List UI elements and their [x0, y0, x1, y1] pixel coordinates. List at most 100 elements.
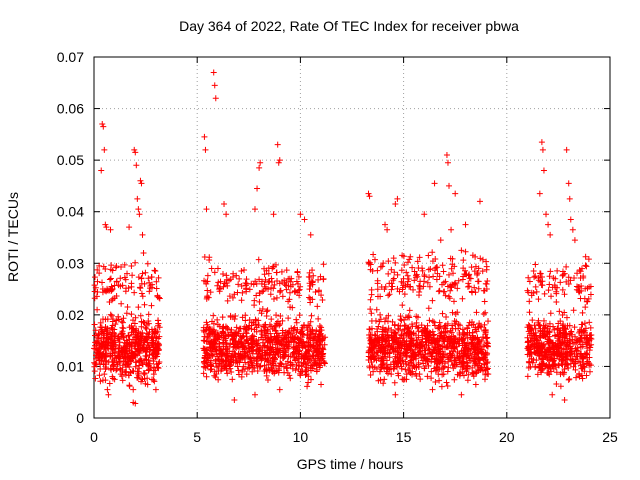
- data-point: [117, 275, 124, 282]
- data-point: [465, 371, 472, 378]
- data-point: [212, 374, 219, 381]
- data-point: [115, 345, 122, 352]
- data-point: [109, 285, 116, 292]
- data-point: [111, 376, 118, 383]
- data-point: [368, 359, 375, 366]
- data-point: [302, 352, 309, 359]
- data-point: [440, 371, 447, 378]
- data-point: [478, 338, 485, 345]
- data-point: [560, 321, 567, 328]
- data-point: [474, 278, 481, 285]
- data-point: [446, 295, 453, 302]
- data-point: [571, 237, 578, 244]
- data-point: [440, 288, 447, 295]
- data-point: [471, 268, 478, 275]
- data-point: [397, 352, 404, 359]
- data-point: [412, 355, 419, 362]
- data-point: [255, 336, 262, 343]
- data-point: [233, 357, 240, 364]
- data-point: [433, 276, 440, 283]
- data-point: [242, 326, 249, 333]
- data-point: [256, 276, 263, 283]
- data-point: [444, 283, 451, 290]
- data-point: [365, 349, 372, 356]
- data-point: [249, 332, 256, 339]
- data-point: [554, 325, 561, 332]
- data-point: [397, 313, 404, 320]
- data-point: [452, 190, 459, 197]
- data-point: [201, 328, 208, 335]
- data-point: [476, 198, 483, 205]
- data-point: [115, 313, 122, 320]
- data-point: [317, 327, 324, 334]
- data-point: [99, 121, 106, 128]
- data-point: [430, 273, 437, 280]
- data-point: [462, 221, 469, 228]
- data-point: [436, 377, 443, 384]
- data-point: [534, 339, 541, 346]
- data-point: [253, 292, 260, 299]
- data-point: [238, 283, 245, 290]
- data-point: [145, 317, 152, 324]
- data-point: [367, 306, 374, 313]
- data-point: [549, 340, 556, 347]
- data-point: [220, 283, 227, 290]
- data-point: [102, 377, 109, 384]
- data-point: [465, 280, 472, 287]
- data-point: [144, 345, 151, 352]
- data-point: [569, 226, 576, 233]
- data-point: [92, 375, 99, 382]
- data-point: [579, 375, 586, 382]
- data-point: [108, 262, 115, 269]
- data-point: [290, 354, 297, 361]
- data-point: [547, 268, 554, 275]
- data-point: [283, 267, 290, 274]
- data-point: [399, 302, 406, 309]
- data-point: [307, 342, 314, 349]
- data-point: [102, 366, 109, 373]
- data-point: [208, 362, 215, 369]
- data-point: [109, 358, 116, 365]
- data-point: [374, 280, 381, 287]
- data-point: [534, 371, 541, 378]
- data-point: [285, 338, 292, 345]
- data-point: [134, 195, 141, 202]
- data-point: [146, 279, 153, 286]
- data-point: [368, 337, 375, 344]
- data-point: [248, 336, 255, 343]
- data-point: [217, 285, 224, 292]
- data-point: [246, 322, 253, 329]
- data-point: [386, 350, 393, 357]
- data-point: [102, 265, 109, 272]
- data-point: [95, 330, 102, 337]
- data-point: [115, 316, 122, 323]
- data-point: [465, 322, 472, 329]
- data-point: [426, 317, 433, 324]
- data-point: [126, 224, 133, 231]
- data-point: [388, 286, 395, 293]
- data-point: [555, 345, 562, 352]
- data-point: [135, 274, 142, 281]
- data-point: [379, 353, 386, 360]
- data-point: [551, 326, 558, 333]
- data-point: [396, 288, 403, 295]
- data-point: [425, 266, 432, 273]
- y-tick-label: 0.02: [57, 307, 84, 323]
- data-point: [212, 334, 219, 341]
- data-point: [224, 331, 231, 338]
- data-point: [552, 284, 559, 291]
- data-point: [563, 314, 570, 321]
- data-point: [237, 333, 244, 340]
- data-point: [258, 327, 265, 334]
- data-point: [134, 368, 141, 375]
- data-point: [241, 267, 248, 274]
- data-point: [130, 386, 137, 393]
- data-point: [431, 322, 438, 329]
- data-point: [480, 310, 487, 317]
- data-point: [296, 312, 303, 319]
- data-point: [268, 365, 275, 372]
- data-point: [298, 363, 305, 370]
- data-point: [282, 360, 289, 367]
- data-point: [105, 391, 112, 398]
- data-point: [141, 371, 148, 378]
